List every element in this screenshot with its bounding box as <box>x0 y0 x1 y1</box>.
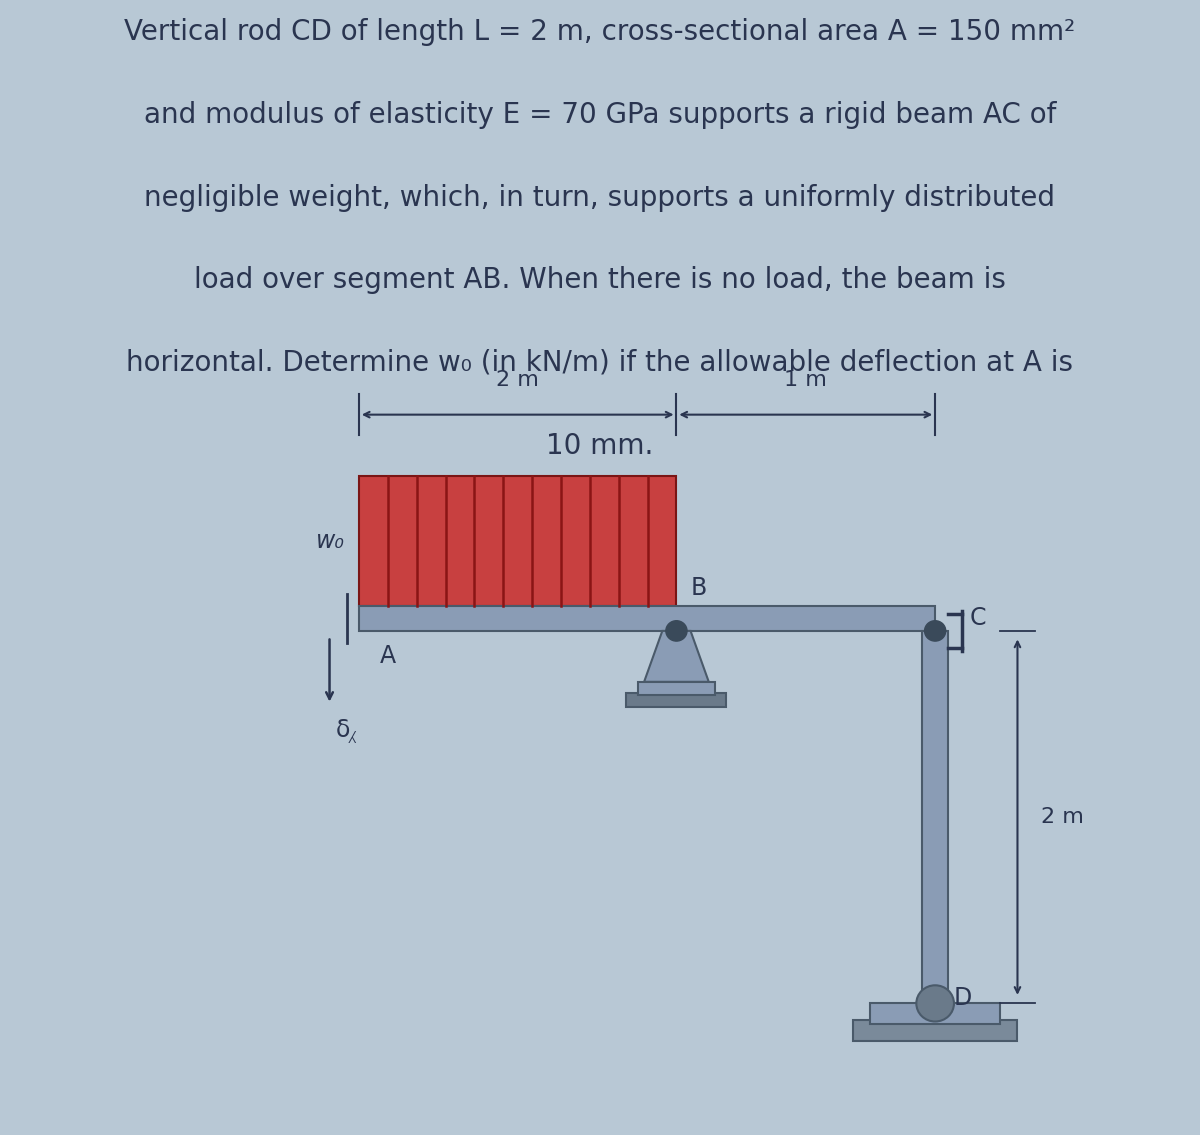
Text: B: B <box>690 577 707 600</box>
Bar <box>853 1020 1018 1041</box>
Circle shape <box>666 621 688 641</box>
Text: 1 m: 1 m <box>785 370 827 389</box>
Bar <box>638 682 715 696</box>
Text: A: A <box>380 645 396 669</box>
Text: δ⁁: δ⁁ <box>336 720 355 743</box>
Text: 10 mm.: 10 mm. <box>546 431 654 460</box>
Bar <box>359 606 935 631</box>
Bar <box>359 476 677 606</box>
Polygon shape <box>644 631 709 682</box>
Circle shape <box>917 985 954 1022</box>
Bar <box>923 631 948 1003</box>
Text: horizontal. Determine w₀ (in kN/m) if the allowable deflection at A is: horizontal. Determine w₀ (in kN/m) if th… <box>126 348 1074 377</box>
Text: 2 m: 2 m <box>1040 807 1084 827</box>
Text: D: D <box>954 985 972 1010</box>
Bar <box>626 693 726 707</box>
Circle shape <box>924 621 946 641</box>
Text: 2 m: 2 m <box>497 370 539 389</box>
Text: Vertical rod CD of length L = 2 m, cross-sectional area A = 150 mm²: Vertical rod CD of length L = 2 m, cross… <box>125 18 1075 47</box>
Bar <box>870 1003 1000 1024</box>
Text: negligible weight, which, in turn, supports a uniformly distributed: negligible weight, which, in turn, suppo… <box>144 184 1056 211</box>
Text: load over segment AB. When there is no load, the beam is: load over segment AB. When there is no l… <box>194 267 1006 294</box>
Text: C: C <box>970 606 985 630</box>
Text: and modulus of elasticity E = 70 GPa supports a rigid beam AC of: and modulus of elasticity E = 70 GPa sup… <box>144 101 1056 129</box>
Text: w₀: w₀ <box>316 529 344 553</box>
